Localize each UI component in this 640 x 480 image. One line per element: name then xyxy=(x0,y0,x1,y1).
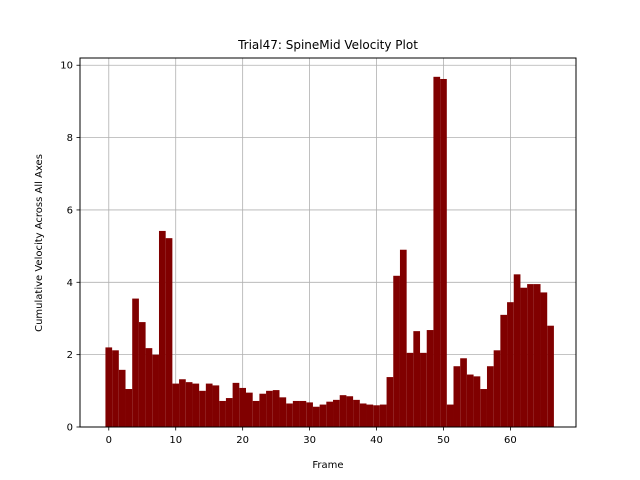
bar xyxy=(259,393,267,427)
bar xyxy=(239,387,247,427)
y-tick-label: 10 xyxy=(60,61,73,72)
bar xyxy=(306,402,313,427)
bar xyxy=(212,385,220,427)
bar xyxy=(225,398,233,427)
x-tick-label: 0 xyxy=(106,435,112,446)
x-tick-label: 10 xyxy=(169,435,182,446)
bar xyxy=(426,330,434,427)
bar xyxy=(179,379,186,427)
y-axis-label: Cumulative Velocity Across All Axes xyxy=(34,154,45,332)
bar xyxy=(138,322,146,427)
bar xyxy=(493,350,501,427)
bar xyxy=(205,383,213,427)
bar xyxy=(192,383,200,427)
bar xyxy=(420,352,427,427)
bar xyxy=(299,400,307,427)
bar xyxy=(446,404,454,427)
bar xyxy=(145,348,153,427)
bar xyxy=(125,389,133,427)
bar xyxy=(112,350,119,427)
bar xyxy=(326,401,334,427)
bar xyxy=(500,314,508,427)
bar xyxy=(286,403,293,427)
bar xyxy=(513,274,521,427)
bar xyxy=(105,347,113,427)
x-axis-ticks: 0 10 20 30 40 50 60 xyxy=(106,427,517,446)
bar xyxy=(460,358,467,427)
bar xyxy=(339,395,347,427)
bar xyxy=(413,331,421,427)
x-tick-label: 40 xyxy=(370,435,383,446)
bar xyxy=(547,325,554,427)
bar xyxy=(346,396,354,427)
bar xyxy=(453,366,461,427)
bar xyxy=(118,369,126,427)
bar xyxy=(399,249,407,427)
bar xyxy=(406,352,414,427)
bar xyxy=(433,76,441,427)
bar xyxy=(333,399,340,427)
bar xyxy=(185,382,193,427)
y-tick-label: 0 xyxy=(67,423,73,434)
bar xyxy=(480,389,487,427)
bar xyxy=(366,404,374,427)
chart-title: Trial47: SpineMid Velocity Plot xyxy=(237,38,418,52)
bar xyxy=(520,287,528,427)
bar xyxy=(466,374,474,427)
x-tick-label: 60 xyxy=(504,435,517,446)
plot-frame xyxy=(79,57,577,428)
bar xyxy=(252,400,260,427)
bar xyxy=(312,406,320,427)
y-tick-label: 4 xyxy=(67,278,73,289)
x-tick-label: 50 xyxy=(437,435,450,446)
bar xyxy=(279,397,287,427)
bar xyxy=(359,403,367,427)
bar xyxy=(266,390,273,427)
bar xyxy=(527,284,534,427)
bar xyxy=(386,377,394,427)
bar xyxy=(440,78,447,427)
bar xyxy=(540,292,548,427)
x-tick-label: 20 xyxy=(236,435,249,446)
y-tick-label: 2 xyxy=(67,350,73,361)
bar xyxy=(152,354,159,427)
bar xyxy=(172,383,180,427)
bar xyxy=(533,284,541,427)
bar xyxy=(199,390,206,427)
x-axis-label: Frame xyxy=(312,460,343,471)
bar xyxy=(319,404,327,427)
y-tick-label: 8 xyxy=(67,133,73,144)
y-axis-ticks: 0 2 4 6 8 10 xyxy=(60,61,80,434)
bar xyxy=(473,376,481,427)
x-tick-label: 30 xyxy=(303,435,316,446)
bars xyxy=(105,76,554,427)
bar xyxy=(132,298,139,427)
bar xyxy=(379,404,387,427)
bar xyxy=(158,230,166,427)
y-tick-label: 6 xyxy=(67,205,73,216)
bar xyxy=(232,382,240,427)
bar xyxy=(165,238,173,427)
bar xyxy=(292,400,300,427)
bar xyxy=(393,275,400,427)
bar xyxy=(272,390,280,427)
bar xyxy=(353,399,360,427)
bar xyxy=(486,366,494,427)
bar xyxy=(246,392,253,427)
bar xyxy=(219,400,226,427)
bar xyxy=(507,302,514,427)
bar xyxy=(373,405,380,427)
